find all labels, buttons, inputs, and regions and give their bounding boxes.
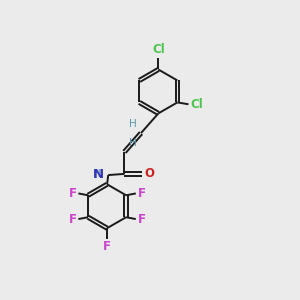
- Text: F: F: [138, 213, 146, 226]
- Text: H: H: [93, 169, 101, 179]
- Text: H: H: [130, 138, 137, 148]
- Text: O: O: [145, 167, 155, 180]
- Text: F: F: [68, 187, 76, 200]
- Text: F: F: [68, 213, 76, 226]
- Text: Cl: Cl: [190, 98, 203, 111]
- Text: N: N: [93, 168, 104, 181]
- Text: H: H: [129, 119, 137, 129]
- Text: F: F: [103, 240, 111, 254]
- Text: F: F: [138, 187, 146, 200]
- Text: Cl: Cl: [152, 43, 165, 56]
